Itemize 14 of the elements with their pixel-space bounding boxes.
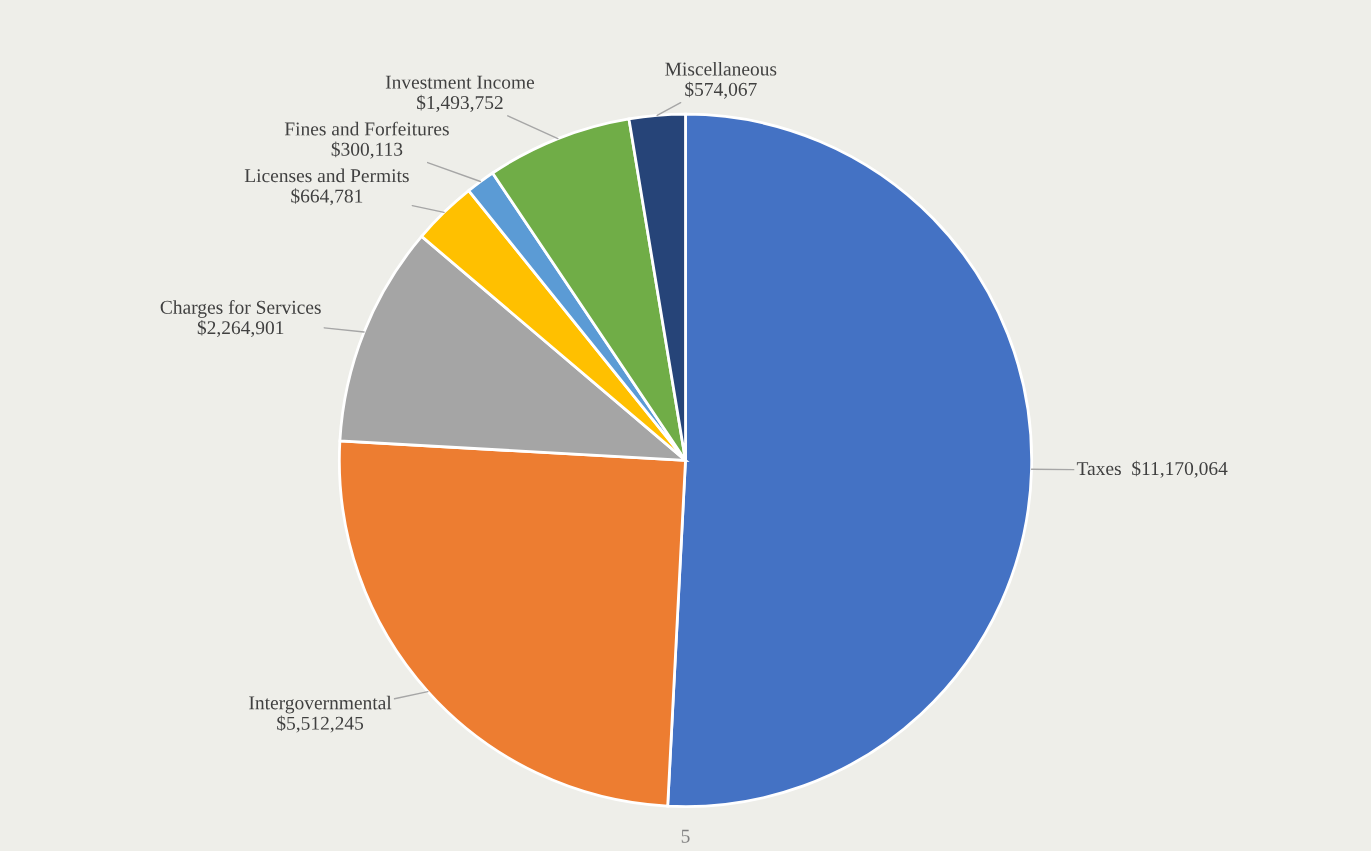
data-label: $300,113 [331, 141, 403, 159]
data-label: $664,781 [291, 188, 363, 206]
slice-label: Licenses and Permits [244, 168, 409, 183]
slice-label: Investment Income [385, 75, 535, 89]
slice-label: Charges for Services [160, 300, 321, 318]
data-label: $2,264,901 [197, 320, 284, 338]
slice-label: Intergovernmental [249, 695, 392, 714]
slice-label: Miscellaneous [665, 61, 777, 76]
text: 5 [681, 829, 690, 843]
slice-label: Fines and Forfeitures [284, 121, 449, 136]
data-label: $1,493,752 [417, 94, 503, 112]
data-label: $574,067 [685, 81, 757, 99]
slice-label: Taxes $11,170,064 [1076, 460, 1228, 478]
data-label: $5,512,245 [277, 715, 364, 733]
